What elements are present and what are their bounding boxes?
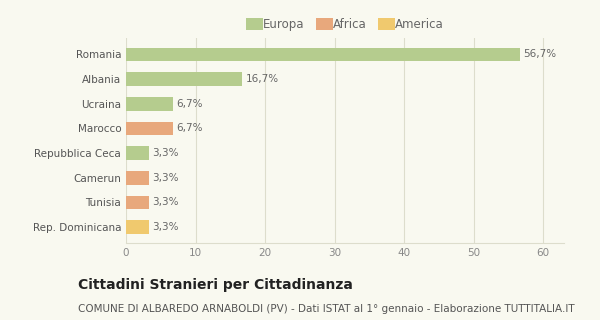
Bar — [126, 171, 149, 185]
Text: COMUNE DI ALBAREDO ARNABOLDI (PV) - Dati ISTAT al 1° gennaio - Elaborazione TUTT: COMUNE DI ALBAREDO ARNABOLDI (PV) - Dati… — [78, 304, 575, 314]
Legend: Europa, Africa, America: Europa, Africa, America — [242, 13, 448, 36]
Text: 3,3%: 3,3% — [152, 222, 179, 232]
Bar — [126, 48, 520, 61]
Text: 56,7%: 56,7% — [524, 50, 557, 60]
Text: 3,3%: 3,3% — [152, 173, 179, 183]
Bar — [126, 122, 173, 135]
Text: 6,7%: 6,7% — [176, 99, 203, 109]
Bar — [126, 196, 149, 209]
Text: Cittadini Stranieri per Cittadinanza: Cittadini Stranieri per Cittadinanza — [78, 278, 353, 292]
Bar — [126, 97, 173, 111]
Bar — [126, 146, 149, 160]
Text: 3,3%: 3,3% — [152, 148, 179, 158]
Text: 6,7%: 6,7% — [176, 124, 203, 133]
Bar — [126, 72, 242, 86]
Bar — [126, 220, 149, 234]
Text: 3,3%: 3,3% — [152, 197, 179, 207]
Text: 16,7%: 16,7% — [245, 74, 279, 84]
